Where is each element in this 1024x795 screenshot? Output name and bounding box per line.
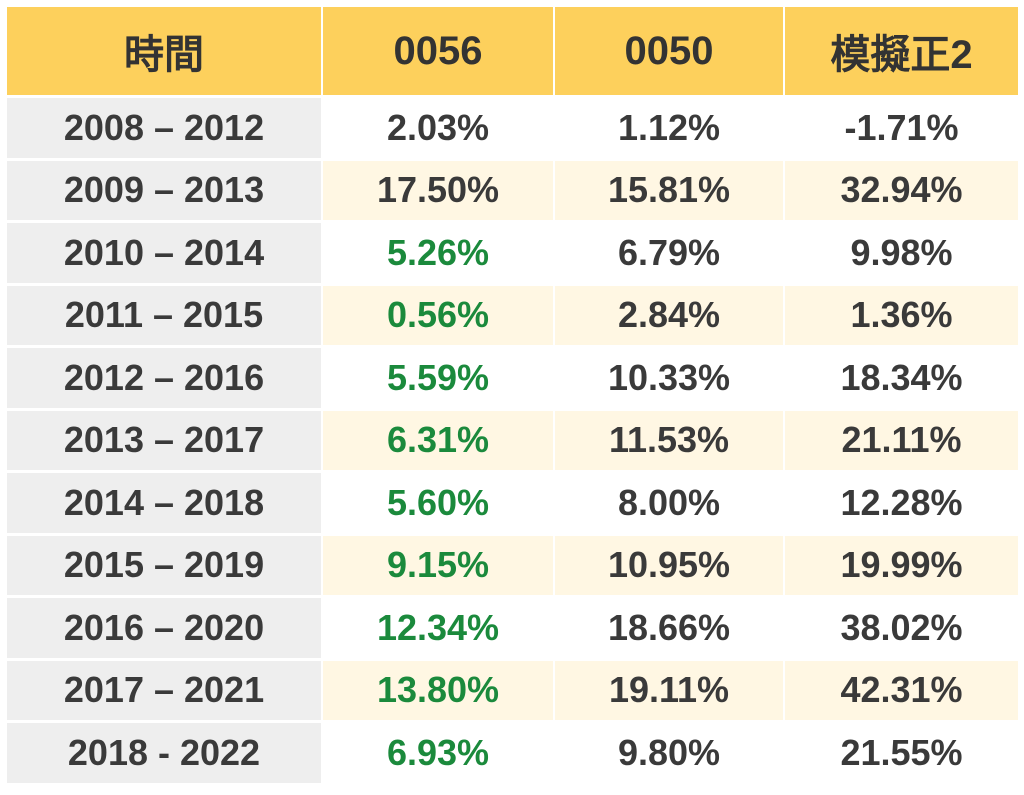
- row-period: 2010 – 2014: [7, 223, 323, 286]
- cell-0056: 6.93%: [323, 723, 555, 786]
- cell-0050: 15.81%: [555, 160, 785, 223]
- row-period: 2014 – 2018: [7, 473, 323, 536]
- cell-simulated: 32.94%: [785, 160, 1018, 223]
- cell-simulated: 21.55%: [785, 723, 1018, 786]
- header-simulated: 模擬正2: [785, 7, 1018, 98]
- cell-simulated: 18.34%: [785, 348, 1018, 411]
- cell-0056: 5.26%: [323, 223, 555, 286]
- cell-0056: 13.80%: [323, 660, 555, 723]
- cell-0056: 17.50%: [323, 160, 555, 223]
- header-0050: 0050: [555, 7, 785, 98]
- cell-simulated: 38.02%: [785, 598, 1018, 661]
- cell-simulated: 9.98%: [785, 223, 1018, 286]
- row-period: 2012 – 2016: [7, 348, 323, 411]
- cell-0050: 8.00%: [555, 473, 785, 536]
- row-period: 2015 – 2019: [7, 535, 323, 598]
- row-period: 2016 – 2020: [7, 598, 323, 661]
- cell-0056: 6.31%: [323, 410, 555, 473]
- row-period: 2011 – 2015: [7, 285, 323, 348]
- header-0056: 0056: [323, 7, 555, 98]
- cell-0050: 2.84%: [555, 285, 785, 348]
- row-period: 2017 – 2021: [7, 660, 323, 723]
- cell-0050: 10.95%: [555, 535, 785, 598]
- cell-simulated: 12.28%: [785, 473, 1018, 536]
- returns-table: 時間 0056 0050 模擬正2 2008 – 2012 2.03% 1.12…: [7, 7, 1018, 786]
- cell-0050: 1.12%: [555, 98, 785, 161]
- cell-simulated: 1.36%: [785, 285, 1018, 348]
- row-period: 2018 - 2022: [7, 723, 323, 786]
- row-period: 2009 – 2013: [7, 160, 323, 223]
- cell-0056: 12.34%: [323, 598, 555, 661]
- cell-0056: 5.59%: [323, 348, 555, 411]
- cell-0050: 9.80%: [555, 723, 785, 786]
- cell-0056: 2.03%: [323, 98, 555, 161]
- header-period: 時間: [7, 7, 323, 98]
- cell-0050: 6.79%: [555, 223, 785, 286]
- cell-0050: 11.53%: [555, 410, 785, 473]
- cell-0056: 0.56%: [323, 285, 555, 348]
- cell-0056: 9.15%: [323, 535, 555, 598]
- row-period: 2008 – 2012: [7, 98, 323, 161]
- cell-0056: 5.60%: [323, 473, 555, 536]
- cell-0050: 18.66%: [555, 598, 785, 661]
- cell-simulated: 42.31%: [785, 660, 1018, 723]
- cell-simulated: 21.11%: [785, 410, 1018, 473]
- row-period: 2013 – 2017: [7, 410, 323, 473]
- cell-0050: 19.11%: [555, 660, 785, 723]
- cell-0050: 10.33%: [555, 348, 785, 411]
- cell-simulated: 19.99%: [785, 535, 1018, 598]
- cell-simulated: -1.71%: [785, 98, 1018, 161]
